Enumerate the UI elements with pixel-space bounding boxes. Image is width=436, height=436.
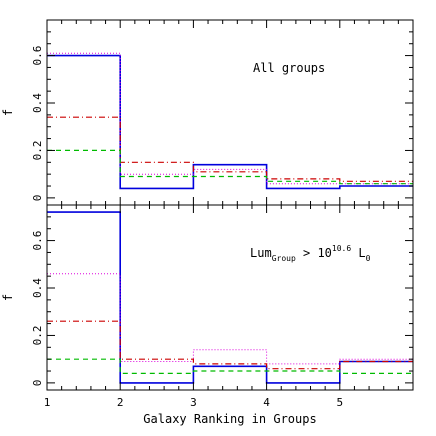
series-line-4 — [47, 149, 413, 185]
panel-top: 0 0.2 0.4 0.6 f All groups — [1, 19, 414, 206]
x-tick-label: 3 — [190, 396, 197, 409]
annotation-part-6: 0 — [366, 254, 371, 263]
annotation-part-1: Lum — [250, 246, 272, 260]
series-line-1 — [47, 211, 413, 384]
y-tick-label: 0 — [31, 380, 44, 387]
panel-annotation: LumGroup > 1010.6 L0 — [250, 244, 371, 263]
y-tick-label: 0.4 — [31, 93, 44, 113]
x-tick-label: 5 — [336, 396, 343, 409]
series-line-3 — [47, 320, 413, 370]
y-tick-label: 0.2 — [31, 326, 44, 346]
y-axis-label: f — [1, 109, 15, 116]
series-line-3 — [47, 116, 413, 182]
y-tick-label: 0 — [31, 195, 44, 202]
y-tick-label: 0.6 — [31, 46, 44, 66]
annotation-part-4: 10.6 — [332, 244, 351, 253]
y-tick-label: 0.6 — [31, 231, 44, 251]
panel-frame — [46, 204, 414, 391]
annotation-part-5: L — [351, 246, 365, 260]
series-line-2 — [47, 52, 413, 185]
x-tick-label: 4 — [263, 396, 270, 409]
annotation-part-3: > 10 — [296, 246, 332, 260]
y-tick-label: 0.4 — [31, 278, 44, 298]
series-line-2 — [47, 273, 413, 365]
y-tick-label: 0.2 — [31, 141, 44, 161]
y-axis-label: f — [1, 294, 15, 301]
series-line-4 — [47, 358, 413, 374]
panel-annotation: All groups — [253, 61, 325, 75]
x-tick-label: 1 — [44, 396, 51, 409]
series-line-1 — [47, 54, 413, 190]
panel-frame — [46, 19, 414, 206]
x-axis-label: Galaxy Ranking in Groups — [143, 412, 316, 426]
annotation-part-2: Group — [272, 254, 296, 263]
x-tick-label: 2 — [117, 396, 124, 409]
